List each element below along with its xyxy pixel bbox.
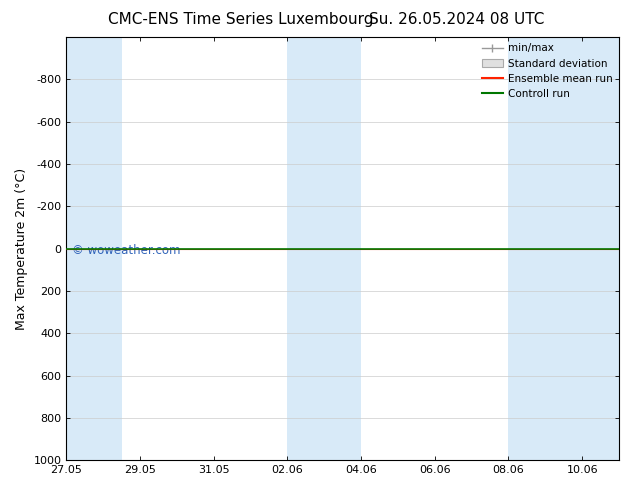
Y-axis label: Max Temperature 2m (°C): Max Temperature 2m (°C) — [15, 168, 28, 330]
Text: CMC-ENS Time Series Luxembourg: CMC-ENS Time Series Luxembourg — [108, 12, 373, 27]
Text: © woweather.com: © woweather.com — [72, 244, 181, 257]
Bar — [67, 37, 122, 460]
Legend: min/max, Standard deviation, Ensemble mean run, Controll run: min/max, Standard deviation, Ensemble me… — [478, 39, 617, 103]
Bar — [287, 37, 361, 460]
Text: Su. 26.05.2024 08 UTC: Su. 26.05.2024 08 UTC — [369, 12, 544, 27]
Bar — [508, 37, 619, 460]
